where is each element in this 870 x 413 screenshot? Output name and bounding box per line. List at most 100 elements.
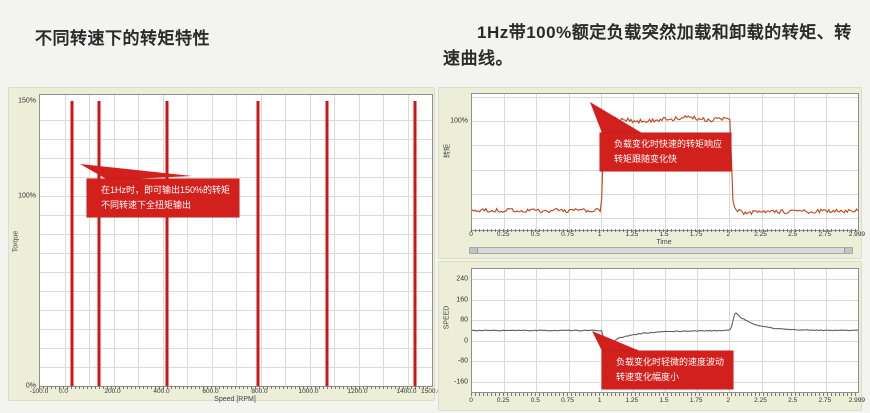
gridline xyxy=(334,95,335,386)
x-tick-label: 0 xyxy=(469,231,473,238)
x-tick-label: 1.25 xyxy=(625,397,639,404)
x-tick-label: 0.25 xyxy=(496,397,510,404)
gridline xyxy=(472,218,858,220)
right-top-chart-panel: 转矩 负载变化时快速的转矩响应 转矩跟随变化快 100% 0 0.25 0.5 0.7… xyxy=(438,87,865,259)
gridline xyxy=(89,95,90,386)
callout-tail xyxy=(590,102,642,133)
right-bottom-chart-x-ticks: 0 0.25 0.5 0.75 1 1.25 1.5 1.75 2 2.25 2.5 2.75 2.99… xyxy=(469,397,865,407)
y-tick-label: 150% xyxy=(18,97,36,105)
gridline xyxy=(729,269,731,392)
right-bottom-chart-annotation: 负载变化时轻微的速度波动 转速变化幅度小 xyxy=(602,351,734,389)
gridline xyxy=(40,290,432,292)
gridline xyxy=(358,95,360,386)
gridline xyxy=(697,269,699,392)
callout-tail xyxy=(80,164,192,180)
annotation-line: 转矩跟随变化快 xyxy=(614,154,678,164)
gridline xyxy=(162,95,164,386)
gridline xyxy=(40,138,432,140)
y-tick-label: 160 xyxy=(456,296,468,304)
gridline xyxy=(472,340,858,342)
gridline xyxy=(632,269,634,392)
x-tick-label: 1500.0 xyxy=(421,388,441,395)
gridline xyxy=(761,269,763,392)
scrollbar-left-button[interactable] xyxy=(470,248,478,253)
x-tick-label: 1.75 xyxy=(689,397,703,404)
left-chart-x-ticks: -100.0 0.0 200.0 400.0 600.0 800.0 1000.0 1200.… xyxy=(30,388,441,398)
right-top-chart-plot: 负载变化时快速的转矩响应 转矩跟随变化快 100% xyxy=(450,93,859,231)
annotation-line: 在1Hz时，即可输出150%的转矩 xyxy=(101,185,231,195)
gridline xyxy=(761,94,763,230)
x-tick-label: 0.0 xyxy=(58,388,69,395)
gridline xyxy=(665,269,666,392)
gridline xyxy=(793,269,795,392)
left-chart-title: 不同转速下的转矩特性 xyxy=(35,29,210,48)
right-top-chart-x-ticks: 0 0.25 0.5 0.75 1 1.25 1.5 1.75 2 2.25 2.5 2.75 2.99… xyxy=(469,231,865,241)
gridline xyxy=(407,95,409,386)
right-bottom-chart-y-axis-label: SPEED xyxy=(443,305,451,330)
x-tick-label: 600.0 xyxy=(202,388,219,395)
right-top-chart-x-axis-label: Time xyxy=(656,239,672,246)
y-tick-label: 0% xyxy=(25,382,36,390)
gridline xyxy=(40,252,432,254)
torque-line-bar xyxy=(256,100,260,386)
x-tick-label: 400.0 xyxy=(153,388,170,395)
annotation-line: 转速变化幅度小 xyxy=(616,372,680,382)
y-tick-label: 240 xyxy=(456,275,468,283)
y-tick-label: -80 xyxy=(457,357,468,365)
gridline xyxy=(236,95,237,386)
y-tick-label: 100% xyxy=(18,192,36,200)
gridline xyxy=(40,157,432,159)
annotation-line: 不同转速下全扭矩输出 xyxy=(101,200,192,210)
x-axis-minor-ticks xyxy=(471,229,857,232)
gridline xyxy=(40,366,432,368)
x-tick-label: 2 xyxy=(726,231,731,238)
x-tick-label: 1000.0 xyxy=(298,388,319,395)
gridline xyxy=(211,95,213,386)
x-tick-label: 2.75 xyxy=(818,397,832,404)
annotation-line: 负载变化时轻微的速度波动 xyxy=(616,357,725,367)
torque-line-bar xyxy=(97,100,101,386)
x-tick-label: 2.25 xyxy=(754,231,767,238)
gridline xyxy=(793,94,795,230)
right-bottom-chart-plot: 负载变化时轻微的速度波动 转速变化幅度小 240 160 80 0 -80 -160 xyxy=(454,268,859,393)
left-chart-x-axis-label: Speed [RPM] xyxy=(214,396,256,403)
right-bottom-chart-panel: SPEED 负载变化时轻微的速度波动 转速变化幅度小 240 160 80 0 -80 -… xyxy=(438,261,865,411)
annotation-line: 负载变化时快速的转矩响应 xyxy=(614,139,723,149)
torque-line-bar xyxy=(165,100,169,386)
x-tick-label: 2.25 xyxy=(754,397,767,404)
x-tick-label: 1 xyxy=(597,231,602,238)
x-axis-minor-ticks xyxy=(39,386,431,389)
time-scrollbar[interactable] xyxy=(469,247,853,254)
gridline xyxy=(40,119,432,121)
gridline xyxy=(472,299,858,301)
gridline xyxy=(40,176,432,178)
x-tick-label: 2.75 xyxy=(818,231,832,238)
left-chart-annotation: 在1Hz时，即可输出150%的转矩 不同转速下全扭矩输出 xyxy=(87,179,240,217)
gridline xyxy=(472,121,858,123)
x-tick-label: 1.25 xyxy=(625,231,639,238)
speed-curve xyxy=(472,312,858,353)
gridline xyxy=(536,94,538,230)
gridline xyxy=(309,95,311,386)
x-tick-label: 200.0 xyxy=(104,388,121,395)
right-top-chart-annotation: 负载变化时快速的转矩响应 转矩跟随变化快 xyxy=(600,133,732,171)
x-tick-label: 0.75 xyxy=(561,231,574,238)
gridline xyxy=(260,95,262,386)
gridline xyxy=(113,95,115,386)
gridline xyxy=(825,94,827,230)
x-tick-label: 1.5 xyxy=(659,231,669,238)
gridline xyxy=(383,95,384,386)
torque-line-bar xyxy=(413,100,417,386)
gridline xyxy=(40,309,432,311)
x-tick-label: 2 xyxy=(726,397,731,404)
x-tick-label: 0 xyxy=(469,397,473,404)
torque-line-bar xyxy=(325,100,329,386)
x-axis-minor-ticks xyxy=(471,393,857,396)
gridline xyxy=(40,271,432,273)
scrollbar-right-button[interactable] xyxy=(844,248,852,253)
x-tick-label: 2.5 xyxy=(788,397,798,404)
left-chart-plot: 在1Hz时，即可输出150%的转矩 不同转速下全扭矩输出 150% 100% 0% xyxy=(18,94,433,390)
left-chart-y-axis-label: Torque xyxy=(12,230,20,253)
x-tick-label: 0.75 xyxy=(561,397,574,404)
right-top-chart-y-axis-label: 转矩 xyxy=(444,144,451,158)
